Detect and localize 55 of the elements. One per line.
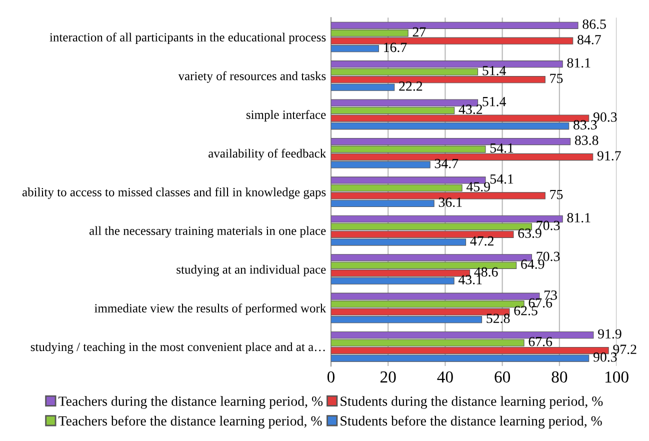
data-label: 70.3	[536, 220, 560, 230]
y-tick-label: all the necessary training materials in one place	[90, 226, 326, 238]
data-label: 75	[550, 190, 563, 200]
data-label: 63.9	[518, 228, 542, 238]
x-tick-label: 0	[327, 371, 335, 383]
legend-label: Students before the distance learning period, %	[340, 416, 602, 428]
data-label: 48.6	[474, 267, 498, 277]
data-label: 67.6	[528, 336, 552, 346]
x-tick-label: 80	[552, 371, 568, 383]
x-tick-label: 100	[606, 371, 628, 383]
data-label: 62.5	[514, 306, 538, 316]
data-label: 51.4	[482, 66, 506, 76]
data-label: 67.6	[528, 298, 552, 308]
legend-label: Teachers during the distance learning period, %	[58, 396, 323, 409]
data-label: 81.1	[567, 58, 590, 68]
data-label: 43.1	[458, 275, 482, 284]
data-label: 36.1	[438, 198, 462, 207]
y-tick-label: variety of resources and tasks	[178, 71, 326, 83]
data-label: 83.3	[574, 120, 597, 130]
y-tick-label: availability of feedback	[208, 148, 326, 160]
x-tick-label: 20	[380, 371, 396, 383]
data-label: 43.2	[458, 104, 482, 114]
data-label: 84.7	[578, 34, 601, 44]
x-tick-label: 40	[437, 371, 453, 383]
y-tick-label: immediate view the results of performed work	[94, 304, 326, 316]
data-label: 16.7	[384, 42, 407, 52]
y-tick-label: interaction of all participants in the educational process	[50, 32, 326, 44]
data-label: 97.2	[613, 344, 636, 354]
data-label: 51.4	[482, 96, 506, 106]
data-label: 91.7	[597, 151, 621, 161]
data-label: 27	[412, 27, 426, 36]
y-tick-label: studying at an individual pace	[176, 264, 326, 276]
data-label: 22.2	[399, 81, 422, 91]
data-label: 64.9	[521, 260, 544, 269]
data-label: 54.1	[490, 143, 514, 153]
data-label: 54.1	[490, 174, 514, 184]
legend-label: Teachers before the distance learning period, %	[58, 416, 322, 428]
data-label: 90.3	[593, 352, 617, 362]
x-tick-label: 60	[494, 371, 510, 383]
data-label: 73	[544, 290, 557, 300]
y-tick-label: ability to access to missed classes and fill in knowledge gaps	[22, 187, 326, 199]
data-label: 47.2	[470, 236, 494, 246]
y-tick-label: simple interface	[246, 110, 326, 122]
legend-label: Students during the distance learning period, %	[340, 396, 603, 409]
data-label: 34.7	[434, 158, 458, 168]
data-label: 83.8	[574, 136, 598, 146]
data-label: 52.8	[486, 314, 510, 324]
data-label: 90.3	[593, 112, 617, 122]
data-label: 86.5	[582, 19, 606, 29]
data-label: 91.9	[598, 329, 622, 339]
y-tick-label: studying / teaching in the most convenient place and at a…	[30, 342, 325, 354]
data-label: 81.1	[567, 213, 590, 222]
data-label: 75	[550, 74, 563, 84]
data-label: 70.3	[536, 252, 560, 262]
data-label: 45.9	[466, 182, 490, 192]
